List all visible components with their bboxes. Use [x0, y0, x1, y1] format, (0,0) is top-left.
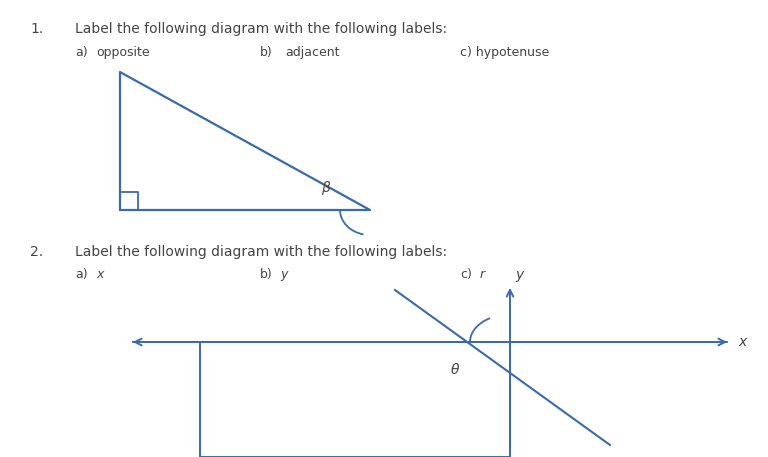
- Text: Label the following diagram with the following labels:: Label the following diagram with the fol…: [75, 22, 447, 36]
- Text: y: y: [280, 268, 287, 281]
- Text: β: β: [320, 181, 329, 195]
- Text: 2.: 2.: [30, 245, 43, 259]
- Text: a): a): [75, 46, 88, 59]
- Text: adjacent: adjacent: [285, 46, 339, 59]
- Text: r: r: [480, 268, 485, 281]
- Text: 1.: 1.: [30, 22, 43, 36]
- Text: a): a): [75, 268, 88, 281]
- Text: opposite: opposite: [96, 46, 150, 59]
- Text: Label the following diagram with the following labels:: Label the following diagram with the fol…: [75, 245, 447, 259]
- Text: x: x: [96, 268, 104, 281]
- Text: c) hypotenuse: c) hypotenuse: [460, 46, 549, 59]
- Text: b): b): [260, 46, 273, 59]
- Text: b): b): [260, 268, 273, 281]
- Text: y: y: [515, 268, 523, 282]
- Text: θ: θ: [451, 363, 459, 377]
- Text: x: x: [738, 335, 746, 349]
- Text: c): c): [460, 268, 472, 281]
